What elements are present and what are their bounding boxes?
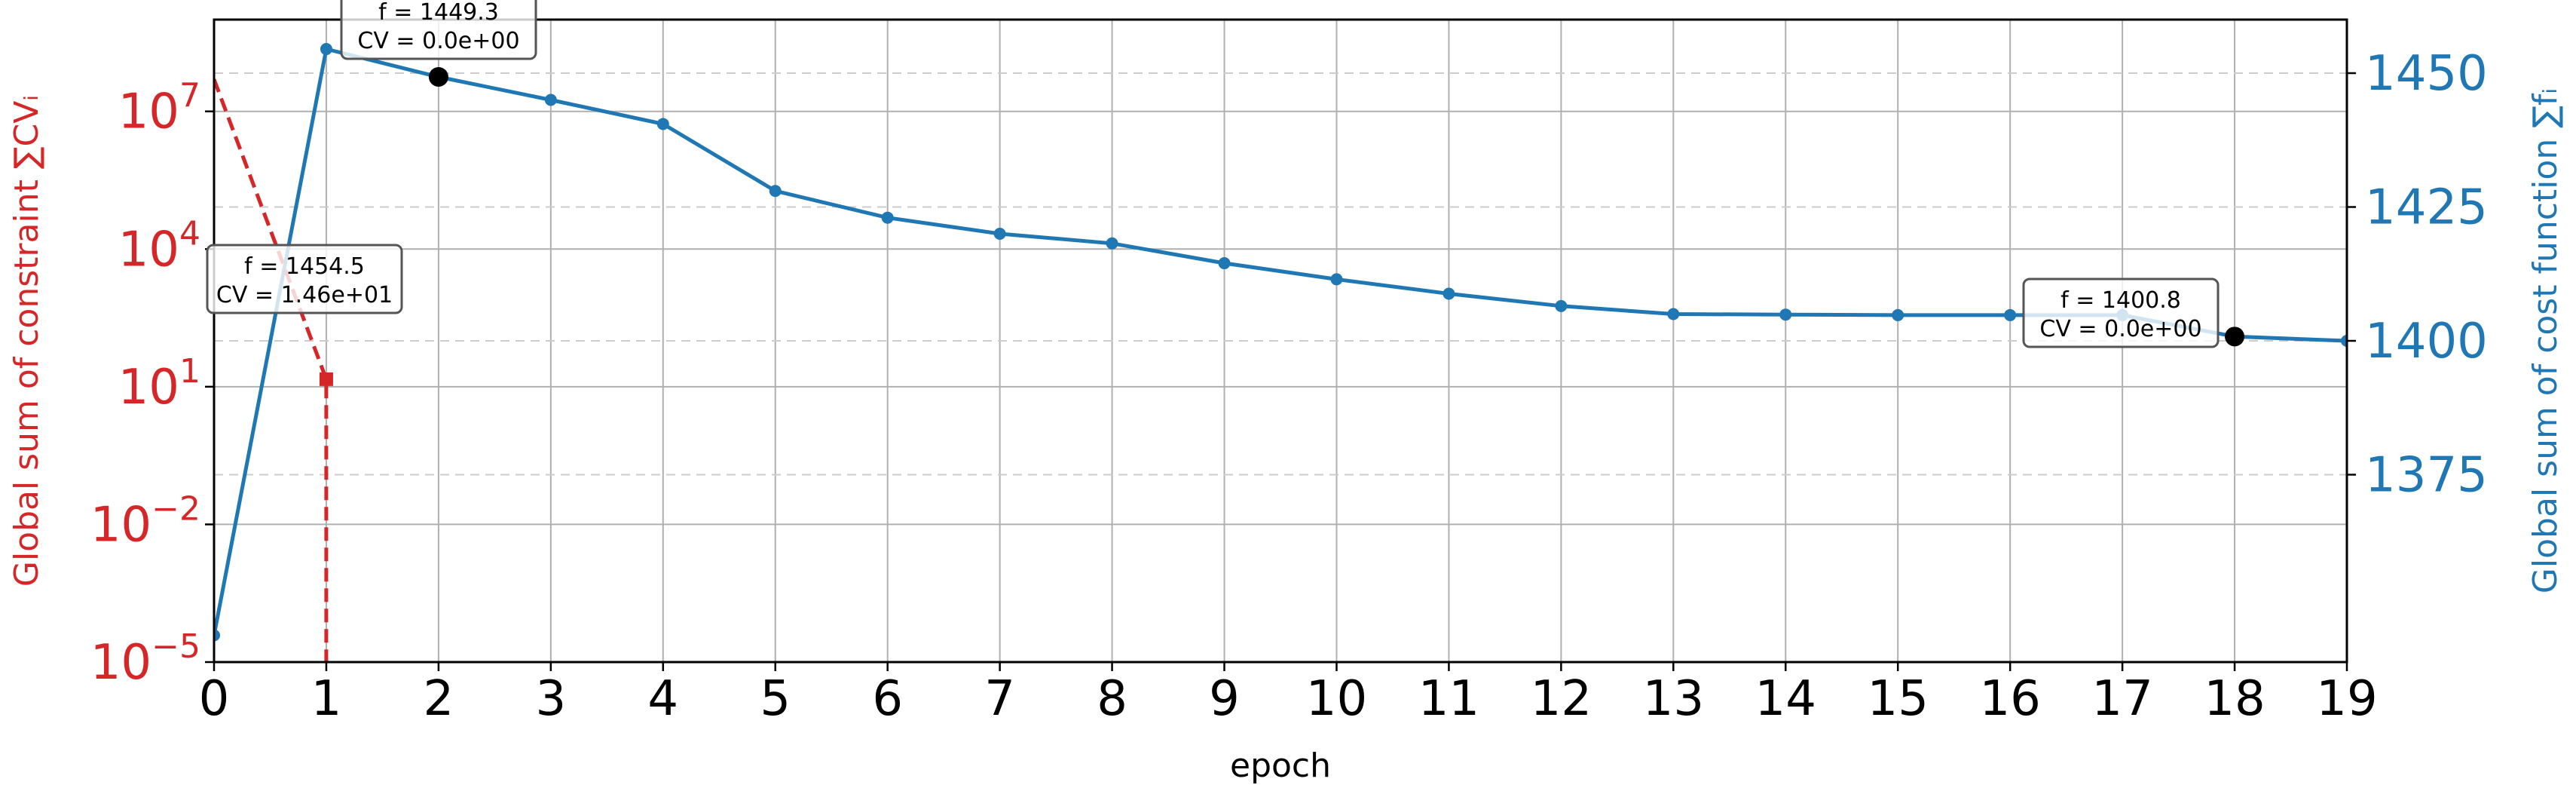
series-marker <box>1892 308 1904 321</box>
series-marker <box>656 118 669 130</box>
annotation-label: CV = 0.0e+00 <box>2039 316 2201 342</box>
x-tick-label: 9 <box>1209 671 1240 727</box>
series-marker <box>1442 287 1455 300</box>
series-marker <box>881 211 894 224</box>
series-marker <box>993 228 1006 240</box>
left-tick-label: 10−5 <box>90 627 200 691</box>
series-marker <box>2341 335 2347 347</box>
series-line <box>214 78 329 662</box>
annotation-box <box>2022 277 2220 348</box>
x-axis-ticks: 0 1 2 3 4 5 6 7 8 9 10 11 12 13 14 15 16 17 18 19 <box>199 662 2378 727</box>
right-tick-label: 1450 <box>2365 46 2488 102</box>
series-marker <box>1218 257 1231 270</box>
right-tick-label: 1375 <box>2365 448 2488 504</box>
annotation-label: f = 1454.5 <box>244 253 365 280</box>
x-tick-label: 12 <box>1531 671 1592 727</box>
x-tick-label: 8 <box>1097 671 1127 727</box>
x-tick-label: 3 <box>535 671 566 727</box>
annotation-label: CV = 1.46e+01 <box>216 282 393 308</box>
grid-lines <box>213 20 2348 663</box>
series-marker <box>320 43 332 56</box>
series-marker <box>1555 299 1568 312</box>
series-layer <box>214 43 2347 662</box>
annotation-label: f = 1449.3 <box>378 0 499 26</box>
x-tick-label: 19 <box>2316 671 2377 727</box>
right-tick-label: 1425 <box>2365 180 2488 236</box>
highlight-point <box>428 66 448 87</box>
x-tick-label: 7 <box>984 671 1015 727</box>
right-tick-label: 1400 <box>2365 314 2488 369</box>
series-marker <box>1779 308 1792 321</box>
series-marker <box>769 185 782 198</box>
series-marker <box>319 372 333 386</box>
x-tick-label: 17 <box>2091 671 2152 727</box>
left-axis-label: Global sum of constraint ∑CVᵢ <box>8 95 46 587</box>
x-tick-label: 4 <box>647 671 678 727</box>
x-tick-label: 1 <box>311 671 342 727</box>
x-tick-label: 0 <box>199 671 230 727</box>
highlight-point <box>2225 327 2245 347</box>
x-tick-label: 2 <box>424 671 454 727</box>
left-tick-label: 107 <box>118 77 200 140</box>
x-tick-label: 10 <box>1306 671 1367 727</box>
x-tick-label: 15 <box>1867 671 1928 727</box>
annotation-label: f = 1400.8 <box>2060 287 2181 314</box>
series-line <box>214 46 2347 636</box>
annotation-label: CV = 0.0e+00 <box>357 28 519 54</box>
left-tick-label: 104 <box>118 214 200 277</box>
series-marker <box>2004 308 2017 321</box>
x-tick-label: 11 <box>1418 671 1479 727</box>
left-tick-label: 10−2 <box>90 489 200 553</box>
right-axis-ticks: 1375 1400 1425 1450 <box>2347 46 2488 504</box>
series-marker <box>544 94 557 106</box>
series-marker <box>214 629 220 642</box>
left-tick-label: 101 <box>118 352 200 415</box>
x-tick-label: 6 <box>872 671 903 727</box>
annotation-box <box>340 0 537 60</box>
series-marker <box>1106 237 1118 250</box>
annotation-box <box>206 244 403 314</box>
right-axis-label: Global sum of cost function ∑fᵢ <box>2526 88 2565 593</box>
x-tick-label: 16 <box>1979 671 2040 727</box>
x-tick-label: 14 <box>1755 671 1816 727</box>
x-tick-label: 18 <box>2204 671 2265 727</box>
x-axis-label: epoch <box>1230 747 1331 785</box>
x-tick-label: 5 <box>760 671 791 727</box>
series-marker <box>1667 308 1680 320</box>
series-marker <box>1330 273 1343 286</box>
left-axis-ticks: 10−5 10−2 101 104 107 <box>90 77 214 691</box>
annotations-layer: f = 1449.3CV = 0.0e+00f = 1454.5CV = 1.4… <box>206 0 2220 348</box>
x-tick-label: 13 <box>1643 671 1704 727</box>
